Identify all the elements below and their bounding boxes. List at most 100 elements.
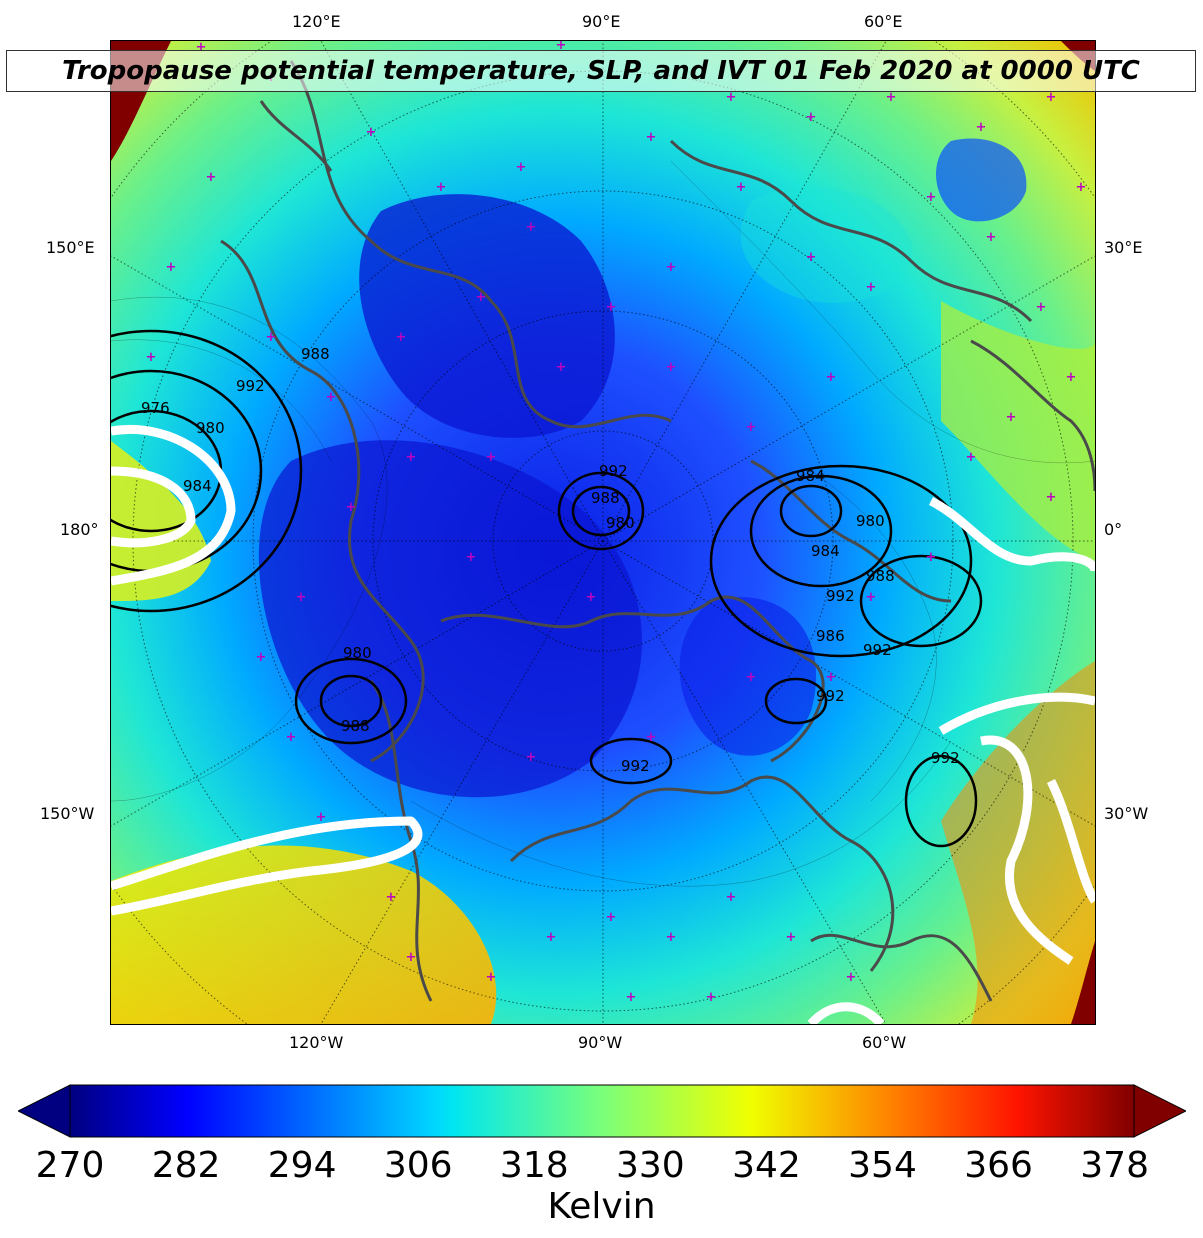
svg-text:+: + <box>666 260 677 275</box>
svg-text:+: + <box>436 180 447 195</box>
slp-label-14: 992 <box>863 641 892 659</box>
svg-text:+: + <box>556 360 567 375</box>
svg-text:+: + <box>976 120 987 135</box>
svg-text:+: + <box>206 170 217 185</box>
svg-text:+: + <box>256 650 267 665</box>
lon-label-left-3: 150°W <box>40 804 95 823</box>
slp-label-19: 992 <box>931 749 960 767</box>
svg-text:+: + <box>1006 410 1017 425</box>
slp-label-5: 992 <box>599 462 628 480</box>
svg-text:+: + <box>736 180 747 195</box>
lon-label-top-3: 60°E <box>864 12 903 31</box>
slp-label-13: 986 <box>816 627 845 645</box>
slp-label-7: 980 <box>606 514 635 532</box>
title-box: Tropopause potential temperature, SLP, a… <box>6 50 1196 92</box>
svg-text:+: + <box>866 590 877 605</box>
slp-label-6: 988 <box>591 489 620 507</box>
slp-label-4: 984 <box>183 477 212 495</box>
svg-text:+: + <box>396 330 407 345</box>
lon-label-bottom-3: 60°W <box>862 1033 907 1052</box>
svg-text:+: + <box>1046 90 1057 105</box>
svg-text:+: + <box>366 125 377 140</box>
svg-text:+: + <box>806 110 817 125</box>
svg-text:+: + <box>606 910 617 925</box>
slp-label-16: 988 <box>341 717 370 735</box>
colorbar-tick-8: 366 <box>964 1145 1033 1186</box>
svg-text:+: + <box>746 420 757 435</box>
svg-text:+: + <box>526 220 537 235</box>
svg-text:+: + <box>606 300 617 315</box>
cold-pool-north <box>359 194 615 438</box>
warm-region-northeast <box>941 301 1095 561</box>
colorbar-tick-6: 342 <box>732 1145 801 1186</box>
colorbar <box>18 1084 1186 1138</box>
svg-text:+: + <box>846 970 857 985</box>
slp-label-8: 984 <box>796 467 825 485</box>
svg-text:+: + <box>626 990 637 1005</box>
svg-text:+: + <box>476 290 487 305</box>
svg-text:+: + <box>316 810 327 825</box>
slp-label-18: 992 <box>621 757 650 775</box>
slp-label-1: 976 <box>141 399 170 417</box>
svg-text:+: + <box>646 730 657 745</box>
svg-text:+: + <box>726 90 737 105</box>
map-title: Tropopause potential temperature, SLP, a… <box>62 56 1140 86</box>
svg-text:+: + <box>726 890 737 905</box>
colorbar-gradient <box>69 1084 1135 1138</box>
slp-label-12: 992 <box>826 587 855 605</box>
svg-text:+: + <box>826 670 837 685</box>
svg-text:+: + <box>926 550 937 565</box>
lon-label-bottom-1: 120°W <box>289 1033 344 1052</box>
map-panel: + + + + + + + + + + + + + + + + + + + + + + + + + + + + + + … <box>110 40 1096 1025</box>
tropopause-theta-map: ++ + ++ + ++ + ++ + ++ + ++ + ++ + ++ + ++ + ++ + … <box>111 41 1095 1024</box>
colorbar-tick-3: 306 <box>383 1145 453 1186</box>
slp-label-17: 980 <box>343 644 372 662</box>
colorbar-tick-4: 318 <box>499 1145 569 1186</box>
lon-label-left-2: 180° <box>60 520 99 539</box>
colorbar-tick-2: 294 <box>267 1145 337 1186</box>
svg-text:+: + <box>786 930 797 945</box>
svg-text:+: + <box>986 230 997 245</box>
svg-text:+: + <box>526 750 537 765</box>
svg-text:+: + <box>666 360 677 375</box>
slp-label-9: 984 <box>811 542 840 560</box>
lon-label-right-2: 0° <box>1104 520 1123 539</box>
slp-label-11: 988 <box>866 567 895 585</box>
svg-text:+: + <box>1036 300 1047 315</box>
svg-text:+: + <box>486 970 497 985</box>
svg-text:+: + <box>406 950 417 965</box>
svg-text:+: + <box>406 450 417 465</box>
svg-text:+: + <box>666 930 677 945</box>
colorbar-min-extend <box>18 1084 71 1138</box>
svg-text:+: + <box>196 41 207 55</box>
svg-text:+: + <box>466 550 477 565</box>
svg-text:+: + <box>886 90 897 105</box>
svg-text:+: + <box>266 330 277 345</box>
slp-label-0: 988 <box>301 345 330 363</box>
svg-text:+: + <box>1076 180 1087 195</box>
colorbar-label: Kelvin <box>547 1186 656 1227</box>
colorbar-tick-9: 378 <box>1080 1145 1149 1186</box>
svg-text:+: + <box>866 280 877 295</box>
station-markers: ++ + ++ + ++ + ++ + ++ + ++ + ++ + ++ + ++ + ++ + … <box>146 41 1087 1005</box>
svg-text:+: + <box>746 670 757 685</box>
svg-text:+: + <box>556 41 567 53</box>
svg-text:+: + <box>646 130 657 145</box>
svg-text:+: + <box>586 590 597 605</box>
svg-text:+: + <box>326 390 337 405</box>
lon-label-right-1: 30°E <box>1104 238 1143 257</box>
lon-label-left-1: 150°E <box>46 238 95 257</box>
lon-label-top-2: 90°E <box>582 12 621 31</box>
colorbar-tick-7: 354 <box>848 1145 917 1186</box>
svg-text:+: + <box>706 990 717 1005</box>
svg-text:+: + <box>296 590 307 605</box>
svg-text:+: + <box>966 450 977 465</box>
ivt-contours <box>111 425 1095 1024</box>
lon-label-top-1: 120°E <box>292 12 341 31</box>
svg-text:+: + <box>1046 490 1057 505</box>
svg-text:+: + <box>546 930 557 945</box>
colorbar-tick-1: 282 <box>151 1145 221 1186</box>
svg-text:+: + <box>286 730 297 745</box>
colorbar-tick-5: 330 <box>616 1145 685 1186</box>
lon-label-right-3: 30°W <box>1104 804 1149 823</box>
